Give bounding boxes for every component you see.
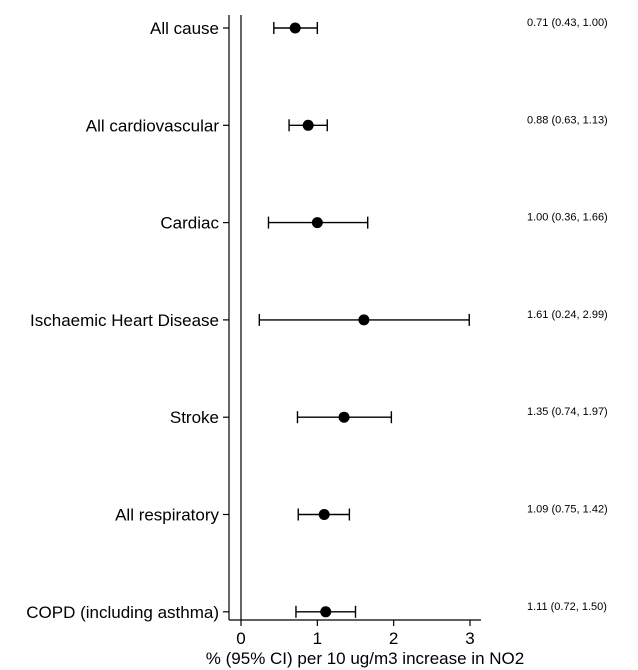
estimate-label: 0.88 (0.63, 1.13) [527,114,608,126]
estimate-label: 1.00 (0.36, 1.66) [527,212,608,224]
forest-row: All cause 0.71 (0.43, 1.00) [150,17,608,38]
estimate-label: 0.71 (0.43, 1.00) [527,17,608,29]
point-estimate [311,217,323,229]
estimate-label: 1.61 (0.24, 2.99) [527,309,608,321]
category-label: All respiratory [115,506,219,525]
point-estimate [289,22,301,34]
x-axis: 0 1 2 3 [229,619,481,648]
x-tick-label: 0 [236,629,245,648]
category-label: All cause [150,19,219,38]
x-tick-label: 1 [313,629,322,648]
estimate-label: 1.09 (0.75, 1.42) [527,504,608,516]
estimate-label: 1.35 (0.74, 1.97) [527,406,608,418]
forest-row: COPD (including asthma) 1.11 (0.72, 1.50) [26,601,607,622]
category-label: COPD (including asthma) [26,603,219,622]
x-axis-title: % (95% CI) per 10 ug/m3 increase in NO2 [206,649,524,668]
x-tick-label: 2 [389,629,398,648]
point-estimate [320,606,332,618]
category-label: Stroke [170,408,219,427]
point-estimate [318,509,330,520]
forest-row: Cardiac 1.00 (0.36, 1.66) [160,212,607,233]
point-estimate [358,314,370,326]
forest-row: Ischaemic Heart Disease 1.61 (0.24, 2.99) [30,309,608,330]
category-label: Ischaemic Heart Disease [30,311,219,330]
forest-row: All respiratory 1.09 (0.75, 1.42) [115,504,608,525]
point-estimate [302,119,314,131]
rows-group: All cause 0.71 (0.43, 1.00) All cardiovasc… [26,17,607,622]
category-label: All cardiovascular [86,116,220,135]
point-estimate [338,411,350,423]
forest-row: Stroke 1.35 (0.74, 1.97) [170,406,608,427]
forest-row: All cardiovascular 0.88 (0.63, 1.13) [86,114,608,135]
estimate-label: 1.11 (0.72, 1.50) [527,601,607,613]
category-label: Cardiac [160,214,219,233]
x-tick-label: 3 [465,629,474,648]
